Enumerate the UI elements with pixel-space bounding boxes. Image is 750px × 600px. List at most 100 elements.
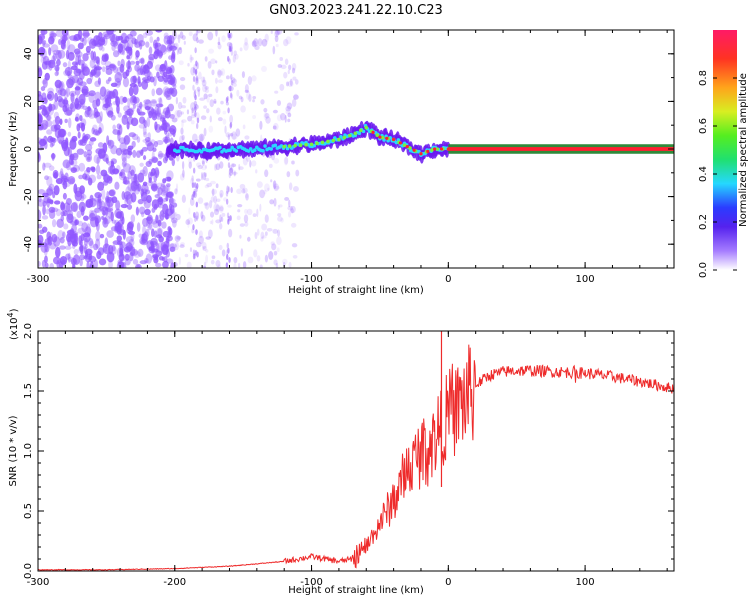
spectrogram-speckle xyxy=(283,38,289,47)
spectrogram-speckle xyxy=(119,172,123,177)
spectrogram-speckle xyxy=(110,211,114,222)
spectrogram-speckle xyxy=(291,67,296,74)
spectrogram-speckle xyxy=(286,102,293,110)
spectrogram-speckle xyxy=(190,120,195,125)
spectrogram-speckle xyxy=(229,114,234,124)
snr-yscale-exp: 4 xyxy=(6,312,15,317)
spectrogram-ridge-peak xyxy=(293,143,297,148)
spectrogram-speckle xyxy=(222,118,227,125)
spectrogram-speckle xyxy=(140,57,145,65)
spectrogram-speckle xyxy=(246,208,253,216)
spectrogram-speckle xyxy=(135,206,140,216)
snr-yscale-base: (x10 xyxy=(9,317,20,340)
spectrogram-speckle xyxy=(164,109,171,119)
spectrogram-speckle xyxy=(48,36,55,45)
spectrogram-streak xyxy=(196,183,199,190)
spectrogram-speckle xyxy=(160,184,166,192)
spectrogram-speckle xyxy=(168,197,174,206)
spectrogram-ridge-peak xyxy=(419,152,423,156)
spectrogram-speckle xyxy=(219,189,224,198)
spectrogram-speckle xyxy=(42,205,46,216)
spectrogram-speckle xyxy=(44,175,49,181)
spectrogram-speckle xyxy=(106,175,113,184)
spectrogram-speckle xyxy=(97,77,101,85)
spectrogram-speckle xyxy=(197,89,201,98)
spectrogram-speckle xyxy=(110,226,118,232)
spectrogram-speckle xyxy=(136,108,140,114)
spectrogram-speckle xyxy=(174,109,181,119)
spectrogram-speckle xyxy=(78,139,84,146)
spectrogram-speckle xyxy=(166,88,175,95)
spectrogram-streak xyxy=(228,45,232,52)
spectrogram-speckle xyxy=(141,146,148,152)
spectrogram-streak xyxy=(226,253,229,260)
spectrogram-xtick-label: -100 xyxy=(300,274,323,285)
spectrogram-speckle xyxy=(106,190,110,202)
spectrogram-streak xyxy=(195,77,199,84)
spectrogram-speckle xyxy=(140,149,144,156)
spectrogram-speckle xyxy=(245,192,249,201)
spectrogram-speckle xyxy=(291,62,297,71)
spectrogram-speckle xyxy=(259,264,263,268)
spectrogram-speckle xyxy=(77,42,84,50)
spectrogram-speckle xyxy=(75,113,80,122)
spectrogram-speckle xyxy=(130,169,135,177)
spectrogram-speckle xyxy=(62,231,66,239)
spectrogram-speckle xyxy=(186,109,190,115)
spectrogram-speckle xyxy=(226,185,229,194)
spectrogram-speckle xyxy=(162,260,169,268)
spectrogram-speckle xyxy=(107,139,114,149)
spectrogram-speckle xyxy=(55,84,60,94)
spectrogram-speckle xyxy=(191,110,197,117)
spectrogram-speckle xyxy=(135,60,140,65)
spectrogram-speckle xyxy=(260,99,265,105)
spectrogram-speckle xyxy=(191,175,194,182)
spectrogram-speckle xyxy=(197,164,204,170)
spectrogram-ridge-core xyxy=(177,149,181,153)
spectrogram-streak xyxy=(192,67,196,74)
spectrogram-speckle xyxy=(64,118,68,124)
spectrogram-speckle xyxy=(45,119,53,127)
spectrogram-speckle xyxy=(96,59,100,67)
spectrogram-speckle xyxy=(157,160,162,167)
spectrogram-streak xyxy=(193,212,196,219)
spectrogram-speckle xyxy=(232,54,236,63)
spectrogram-speckle xyxy=(213,100,217,104)
spectrogram-speckle xyxy=(142,125,147,136)
spectrogram-speckle xyxy=(186,261,192,268)
snr-ticks: -300 -200 -100 0 100 0.0 0.5 1.0 1.5 2.0 xyxy=(23,323,674,588)
spectrogram-speckle xyxy=(279,83,285,91)
spectrogram-speckle xyxy=(117,43,124,54)
spectrogram-speckle xyxy=(166,184,171,193)
spectrogram-speckle xyxy=(96,42,103,47)
spectrogram-speckle xyxy=(175,183,179,192)
spectrogram-speckle xyxy=(38,151,41,162)
spectrogram-speckle xyxy=(130,117,139,127)
spectrogram-speckle xyxy=(79,102,83,107)
spectrogram-speckle xyxy=(118,124,123,136)
spectrogram-ridge-peak xyxy=(309,142,314,147)
spectrogram-speckle xyxy=(104,237,109,249)
spectrogram-streak xyxy=(228,32,231,39)
spectrogram-speckle xyxy=(82,173,88,180)
spectrogram-speckle xyxy=(59,237,65,244)
spectrogram-streak xyxy=(230,49,234,56)
spectrogram-speckle xyxy=(204,164,207,169)
spectrogram-ridge-peak xyxy=(392,137,396,142)
spectrogram-speckle xyxy=(155,30,163,33)
spectrogram-streak xyxy=(194,47,197,54)
spectrogram-speckle xyxy=(129,60,136,65)
spectrogram-speckle xyxy=(56,95,63,103)
spectrogram-speckle xyxy=(103,33,111,40)
spectrogram-streak xyxy=(227,186,231,193)
spectrogram-speckle xyxy=(146,75,152,81)
spectrogram-speckle xyxy=(138,233,143,238)
spectrogram-speckle xyxy=(42,105,47,112)
spectrogram-speckle xyxy=(287,69,290,75)
spectrogram-speckle xyxy=(284,157,289,165)
spectrogram-speckle xyxy=(241,71,245,78)
spectrogram-speckle xyxy=(201,79,207,87)
spectrogram-speckle xyxy=(94,91,102,102)
spectrogram-speckle xyxy=(122,262,127,268)
spectrogram-speckle xyxy=(161,256,165,262)
